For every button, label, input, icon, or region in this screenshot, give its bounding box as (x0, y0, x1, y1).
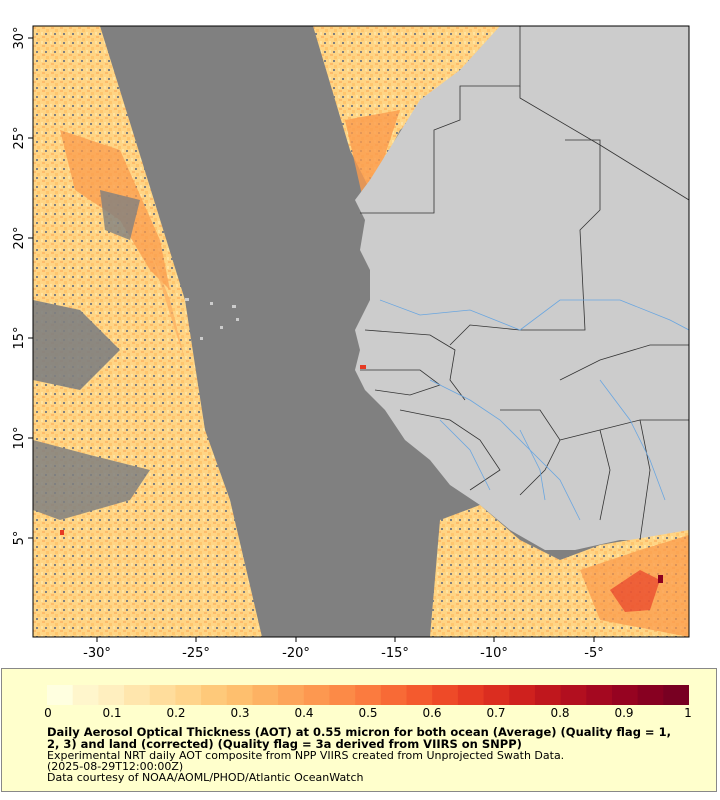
cloud-gap (33, 440, 150, 520)
colorbar-segment (252, 685, 279, 705)
colorbar-tick: 0.1 (102, 706, 122, 720)
colorbar-segment (175, 685, 202, 705)
aot-hotspot (60, 530, 64, 535)
colorbar-tick: 1 (684, 706, 692, 720)
colorbar-tick: 0.5 (358, 706, 378, 720)
colorbar-segment (637, 685, 664, 705)
colorbar-tick: 0.9 (614, 706, 634, 720)
map-panel: 30° 25° 20° 15° 10° 5° -30° -25° -20° -1… (0, 0, 720, 665)
colorbar-segment (509, 685, 536, 705)
rivers (379, 299, 689, 521)
colorbar-segment (611, 685, 639, 705)
land-mass (355, 26, 689, 560)
aot-hotspot (360, 365, 366, 369)
colorbar-segment (47, 685, 74, 705)
lon-label: -15° (381, 646, 409, 661)
cloud-gap (100, 190, 140, 240)
colorbar-segment (98, 685, 125, 705)
colorbar-segment (329, 685, 356, 705)
colorbar-segment (663, 685, 689, 705)
colorbar-tick: 0.6 (422, 706, 442, 720)
colorbar-segment (355, 685, 382, 705)
lat-label: 5° (12, 531, 27, 546)
lon-label: -10° (480, 646, 508, 661)
map-frame (32, 25, 690, 638)
colorbar-segment (124, 685, 151, 705)
colorbar-segment (432, 685, 459, 705)
legend-title-line1: Daily Aerosol Optical Thickness (AOT) at… (47, 725, 671, 739)
aot-swath-west-orange-2 (150, 250, 185, 360)
colorbar-segment (483, 685, 510, 705)
colorbar-tick: 0.7 (486, 706, 506, 720)
colorbar-tick: 0.8 (550, 706, 570, 720)
islands (185, 298, 239, 340)
colorbar-tick: 0 (44, 706, 52, 720)
aot-swath-north-orange (345, 110, 400, 195)
colorbar-segment (201, 685, 228, 705)
lat-label: 30° (12, 26, 27, 49)
legend-description: Experimental NRT daily AOT composite fro… (47, 749, 565, 762)
country-borders (360, 26, 689, 541)
colorbar-segment (534, 685, 562, 705)
colorbar-tick: 0.2 (166, 706, 186, 720)
legend-credit: Data courtesy of NOAA/AOML/PHOD/Atlantic… (47, 771, 364, 784)
cloud-gap (33, 300, 120, 390)
lon-label: -5° (584, 646, 603, 661)
legend-title-line2: 2, 3) and land (corrected) (Quality flag… (47, 737, 522, 751)
colorbar-tick: 0.3 (230, 706, 250, 720)
legend-timestamp: (2025-08-29T12:00:00Z) (47, 760, 184, 773)
aot-map[interactable]: 30° 25° 20° 15° 10° 5° -30° -25° -20° -1… (0, 0, 720, 665)
aot-hotspot (658, 575, 663, 583)
colorbar-segment (586, 685, 613, 705)
aot-hotspot (610, 570, 660, 612)
lat-label: 15° (12, 326, 27, 349)
colorbar-segment (380, 685, 408, 705)
colorbar-tick: 0.4 (294, 706, 314, 720)
lat-label: 25° (12, 126, 27, 149)
colorbar-segment (406, 685, 433, 705)
colorbar-segment (149, 685, 176, 705)
lon-label: -25° (182, 646, 210, 661)
aot-colorbar (47, 685, 689, 705)
lat-label: 20° (12, 226, 27, 249)
colorbar-segment (278, 685, 305, 705)
colorbar-segment (457, 685, 485, 705)
colorbar-segment (226, 685, 253, 705)
colorbar-segment (303, 685, 330, 705)
colorbar-segment (72, 685, 99, 705)
lon-label: -30° (83, 646, 111, 661)
lat-label: 10° (12, 426, 27, 449)
lon-label: -20° (282, 646, 310, 661)
lon-axis (96, 637, 595, 642)
lat-axis (28, 37, 33, 539)
colorbar-segment (560, 685, 587, 705)
